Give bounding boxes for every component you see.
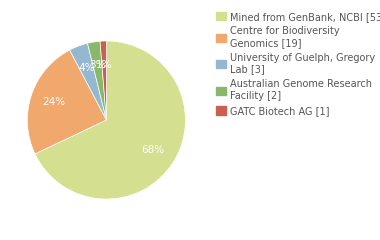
Text: 24%: 24% [42, 97, 65, 108]
Wedge shape [35, 41, 185, 199]
Text: 1%: 1% [96, 60, 112, 70]
Wedge shape [70, 43, 106, 120]
Text: 68%: 68% [142, 144, 165, 155]
Wedge shape [87, 41, 106, 120]
Wedge shape [27, 50, 106, 154]
Wedge shape [100, 41, 106, 120]
Text: 3%: 3% [89, 60, 106, 70]
Legend: Mined from GenBank, NCBI [53], Centre for Biodiversity
Genomics [19], University: Mined from GenBank, NCBI [53], Centre fo… [214, 10, 380, 118]
Text: 4%: 4% [79, 63, 95, 73]
